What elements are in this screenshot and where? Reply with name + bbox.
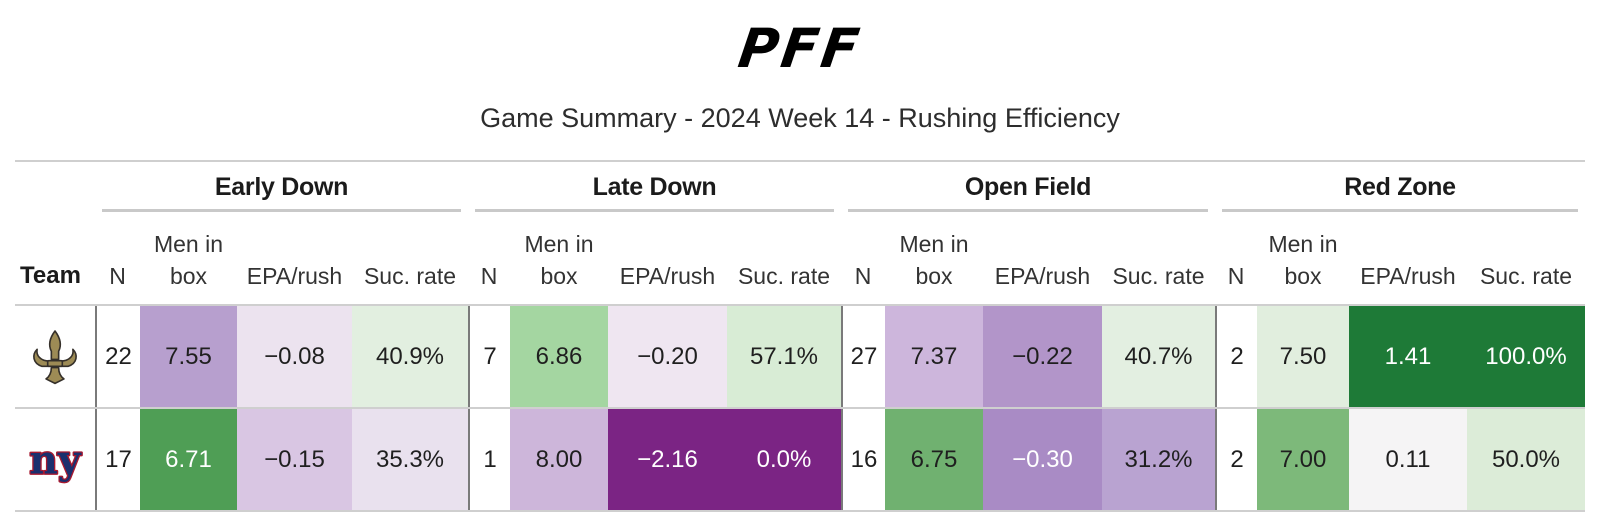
saints-team-cell xyxy=(15,306,95,407)
men-in-box-line1: Men in xyxy=(524,231,594,257)
giants-open-field-n: 16 xyxy=(841,409,885,510)
column-header-epa-rush: EPA/rush xyxy=(994,263,1091,289)
saints-early-down-suc-rate: 40.9% xyxy=(352,306,468,407)
saints-fleur-de-lis-icon xyxy=(33,329,77,384)
men-in-box-line1: Men in xyxy=(899,231,969,257)
column-header-men-in-box: Men in box xyxy=(885,212,983,304)
rushing-efficiency-table: Early Down Late Down Open Field Red Zone… xyxy=(15,160,1585,512)
table-row-saints: 22 7.55 −0.08 40.9% 7 6.86 −0.20 57.1% 2… xyxy=(15,306,1585,409)
group-header-spacer xyxy=(15,162,95,212)
saints-late-down-suc-rate: 57.1% xyxy=(727,306,841,407)
column-header-suc-rate: Suc. rate xyxy=(737,263,831,289)
giants-open-field-epa: −0.30 xyxy=(983,409,1102,510)
saints-red-zone-n: 2 xyxy=(1215,306,1257,407)
column-header-suc-rate: Suc. rate xyxy=(1112,263,1205,289)
pff-logo-icon: PFF xyxy=(734,17,866,80)
column-header-epa-rush: EPA/rush xyxy=(619,263,716,289)
column-header-epa-rush: EPA/rush xyxy=(246,263,343,289)
saints-open-field-epa: −0.22 xyxy=(983,306,1102,407)
group-header-row: Early Down Late Down Open Field Red Zone xyxy=(15,160,1585,212)
giants-early-down-epa: −0.15 xyxy=(237,409,352,510)
giants-late-down-n: 1 xyxy=(468,409,510,510)
group-header-late-down: Late Down xyxy=(475,162,834,212)
giants-late-down-epa: −2.16 xyxy=(608,409,727,510)
giants-early-down-men-in-box: 6.71 xyxy=(140,409,237,510)
column-header-n: N xyxy=(480,263,498,289)
men-in-box-line2: box xyxy=(540,263,578,289)
column-header-n: N xyxy=(109,263,126,289)
column-header-n: N xyxy=(854,263,872,289)
men-in-box-line2: box xyxy=(169,263,208,289)
saints-red-zone-suc-rate: 100.0% xyxy=(1467,306,1585,407)
saints-early-down-n: 22 xyxy=(95,306,140,407)
men-in-box-line2: box xyxy=(1284,263,1322,289)
saints-open-field-men-in-box: 7.37 xyxy=(885,306,983,407)
column-header-n: N xyxy=(1227,263,1245,289)
column-header-team: Team xyxy=(20,262,81,289)
giants-late-down-men-in-box: 8.00 xyxy=(510,409,608,510)
group-header-early-down: Early Down xyxy=(102,162,461,212)
saints-late-down-n: 7 xyxy=(468,306,510,407)
saints-open-field-suc-rate: 40.7% xyxy=(1102,306,1215,407)
giants-open-field-suc-rate: 31.2% xyxy=(1102,409,1215,510)
group-header-open-field: Open Field xyxy=(848,162,1208,212)
column-header-row: Team N Men in box EPA/rush Suc. rate N Me… xyxy=(15,212,1585,306)
svg-text:ny: ny xyxy=(29,437,81,483)
men-in-box-line2: box xyxy=(915,263,953,289)
page-title: Game Summary - 2024 Week 14 - Rushing Ef… xyxy=(480,103,1120,133)
saints-early-down-men-in-box: 7.55 xyxy=(140,306,237,407)
brand-header: PFF xyxy=(0,0,1600,80)
saints-early-down-epa: −0.08 xyxy=(237,306,352,407)
giants-early-down-suc-rate: 35.3% xyxy=(352,409,468,510)
column-header-men-in-box: Men in box xyxy=(140,212,237,304)
saints-late-down-epa: −0.20 xyxy=(608,306,727,407)
saints-red-zone-epa: 1.41 xyxy=(1349,306,1467,407)
column-header-suc-rate: Suc. rate xyxy=(363,263,457,289)
saints-late-down-men-in-box: 6.86 xyxy=(510,306,608,407)
giants-open-field-men-in-box: 6.75 xyxy=(885,409,983,510)
table-row-giants: ny 17 6.71 −0.15 35.3% 1 8.00 −2.16 0.0%… xyxy=(15,409,1585,512)
men-in-box-line1: Men in xyxy=(1268,231,1338,257)
column-header-suc-rate: Suc. rate xyxy=(1479,263,1573,289)
saints-open-field-n: 27 xyxy=(841,306,885,407)
giants-red-zone-suc-rate: 50.0% xyxy=(1467,409,1585,510)
giants-red-zone-men-in-box: 7.00 xyxy=(1257,409,1349,510)
column-header-epa-rush: EPA/rush xyxy=(1360,263,1456,289)
group-header-red-zone: Red Zone xyxy=(1222,162,1578,212)
giants-late-down-suc-rate: 0.0% xyxy=(727,409,841,510)
men-in-box-line1: Men in xyxy=(153,231,224,257)
giants-team-cell: ny xyxy=(15,409,95,510)
column-header-men-in-box: Men in box xyxy=(510,212,608,304)
giants-red-zone-epa: 0.11 xyxy=(1349,409,1467,510)
giants-ny-logo-icon: ny xyxy=(28,436,83,485)
column-header-men-in-box: Men in box xyxy=(1257,212,1349,304)
giants-early-down-n: 17 xyxy=(95,409,140,510)
saints-red-zone-men-in-box: 7.50 xyxy=(1257,306,1349,407)
giants-red-zone-n: 2 xyxy=(1215,409,1257,510)
